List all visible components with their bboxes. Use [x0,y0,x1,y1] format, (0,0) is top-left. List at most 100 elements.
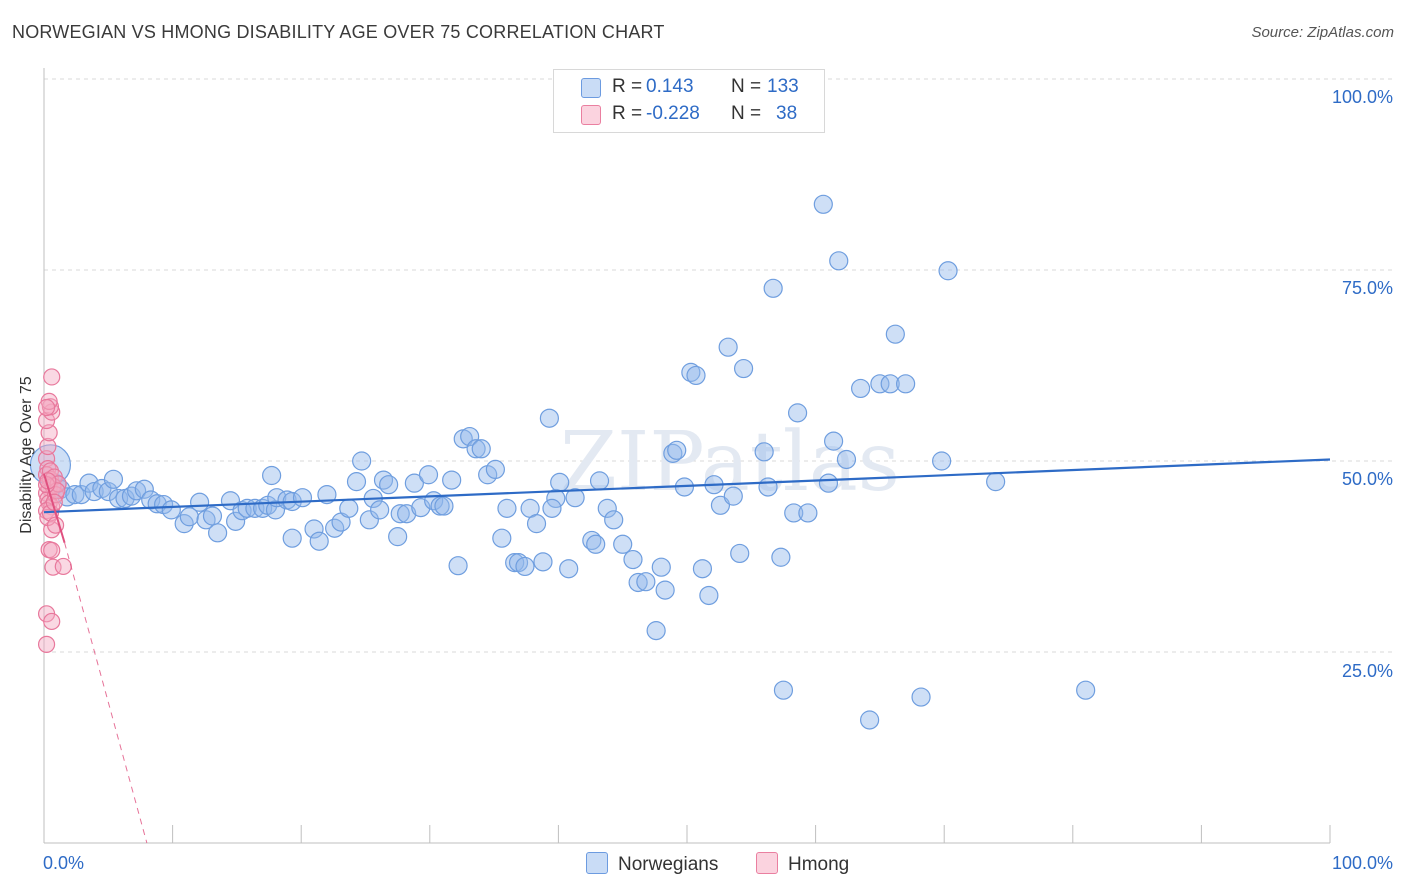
norwegians-point [497,498,517,518]
hmong-point [43,541,61,559]
norwegians-point [885,324,905,344]
series-legend-norwegians[interactable]: Norwegians [586,852,718,876]
norwegians-point [466,439,486,459]
norwegians-point [134,479,154,499]
norwegians-point [692,559,713,579]
norwegians-point [932,451,952,471]
y-tick-label-75: 75.0% [1341,278,1393,298]
norwegians-label: Norwegians [618,854,719,875]
norwegians-point [636,572,656,592]
hmong-point [37,635,56,653]
norwegians-point [589,471,610,491]
norwegians-point [434,496,454,516]
norwegians-point [179,507,199,527]
norwegians-point [161,500,181,520]
norwegians-point [546,488,566,509]
hmong-trend-line [43,473,66,544]
legend-r-label: R = [612,103,643,124]
norwegians-point [818,473,839,493]
norwegians-point [582,530,602,551]
norwegians-point [84,481,104,502]
norwegians-point [550,472,570,492]
norwegians-points [29,194,1096,730]
hmong-point [43,368,61,386]
norwegians-point [370,500,390,520]
norwegians-point [938,261,958,281]
norwegians-point [565,488,585,508]
norwegians-point [880,374,900,394]
legend-row-hmong: R = -0.228 N = 38 [554,101,824,127]
norwegians-point [292,488,313,508]
norwegians-point [103,469,124,489]
norwegians-point [1076,680,1096,700]
norwegians-trend-line [43,458,1331,514]
norwegians-point [397,504,417,524]
norwegians-point [404,473,424,493]
x-tick-label-0: 0.0% [43,853,85,873]
norwegians-point [65,485,85,505]
norwegians-point [651,557,671,577]
norwegians-point [836,449,857,470]
norwegians-point [586,534,606,554]
norwegians-point [485,459,505,480]
norwegians-point [448,556,468,576]
norwegians-point [282,528,302,548]
x-tick-label-100: 100.0% [1331,853,1393,873]
legend-row-norwegians: R = 0.143 N = 133 [554,74,824,100]
norwegians-point [730,543,750,564]
norwegians-point [515,556,535,577]
norwegians-point [126,481,147,501]
legend-n-label: N = [731,76,762,97]
norwegians-swatch [586,852,608,874]
trend-lines [43,458,1331,844]
norwegians-point [851,378,871,399]
norwegians-point [758,477,778,497]
norwegians-point [623,549,643,570]
norwegians-point [699,585,719,606]
y-tick-label-100: 100.0% [1331,87,1393,107]
norwegians-point [533,552,553,572]
hmong-point [43,612,61,631]
norwegians-point [418,465,439,485]
norwegians-point [379,475,399,495]
norwegians-point [460,426,480,447]
legend-n-value: 38 [776,103,798,124]
norwegians-point [359,510,379,530]
norwegians-point [911,687,931,707]
norwegians-point [526,514,547,534]
legend-r-value: -0.228 [646,103,700,124]
norwegians-point [784,503,804,523]
hmong-trend-extension [64,542,148,844]
y-tick-label-25: 25.0% [1341,661,1393,681]
chart-title: NORWEGIAN VS HMONG DISABILITY AGE OVER 7… [12,22,665,42]
norwegians-point [559,559,579,579]
series-legend-hmong[interactable]: Hmong [756,852,849,876]
norwegians-point [773,680,794,700]
norwegians-point [829,251,849,271]
hmong-point [37,398,56,417]
norwegians-point [202,506,223,526]
norwegians-point [733,358,754,379]
norwegians-point [208,523,228,543]
norwegians-point [813,194,833,214]
norwegians-point [655,580,675,600]
norwegians-point [190,492,210,512]
norwegians-point [754,442,774,462]
norwegians-point [542,498,562,518]
norwegians-point [763,278,783,298]
norwegians-point [309,531,329,551]
norwegians-point [597,498,617,518]
norwegians-point [226,511,246,531]
hmong-point [54,557,72,576]
legend-n-label: N = [731,103,762,124]
norwegians-point [628,572,648,593]
norwegians-point [492,528,512,548]
norwegians-point [98,481,118,502]
grid-lines [44,78,1394,653]
norwegians-point [442,470,462,490]
hmong-points [37,368,72,653]
legend-n-value: 133 [767,76,799,97]
hmong-swatch [756,852,778,874]
legend-r-value: 0.143 [646,76,694,97]
norwegians-point [686,365,706,386]
